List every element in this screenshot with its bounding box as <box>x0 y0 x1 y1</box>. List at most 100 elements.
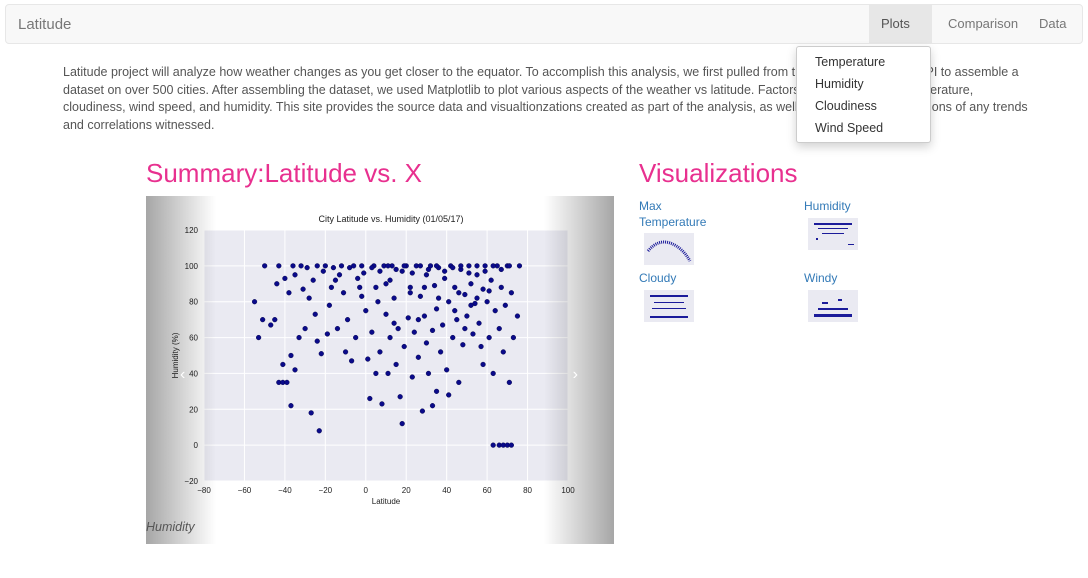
data-point <box>361 270 367 276</box>
data-point <box>316 428 322 434</box>
data-point <box>464 313 470 319</box>
carousel-prev-control[interactable] <box>146 196 216 544</box>
data-point <box>268 322 274 328</box>
data-point <box>385 370 391 377</box>
data-point <box>302 326 308 332</box>
thumbnail-cloudy[interactable] <box>644 290 694 322</box>
data-point <box>486 334 492 341</box>
data-point <box>500 349 506 355</box>
data-point <box>454 317 460 323</box>
data-point <box>421 284 428 290</box>
data-point <box>423 340 430 346</box>
data-point <box>276 263 282 269</box>
data-point <box>373 284 379 290</box>
data-point <box>425 370 432 377</box>
chevron-left-icon[interactable]: ‹ <box>180 366 186 383</box>
data-point <box>296 334 302 341</box>
carousel-next-control[interactable] <box>544 196 614 544</box>
x-tick-label: 0 <box>364 486 369 495</box>
vis-link-humidity[interactable]: Humidity <box>804 199 851 213</box>
data-point <box>391 295 397 301</box>
data-point <box>292 367 298 373</box>
data-point <box>468 302 474 308</box>
data-point <box>440 322 446 328</box>
data-point <box>476 320 482 326</box>
data-point <box>351 263 357 269</box>
data-point <box>409 374 415 380</box>
data-point <box>397 394 403 400</box>
data-point <box>377 349 383 355</box>
nav-data[interactable]: Data <box>1039 16 1067 31</box>
y-tick-label: 0 <box>194 441 199 450</box>
nav-plots-dropdown[interactable]: Plots <box>869 5 932 65</box>
data-point <box>353 334 359 341</box>
data-point <box>462 326 468 332</box>
humidity-scatter-chart: −80 −60 −40 −20 0 20 40 60 80 100 −20 0 20 40 60 80 100 1… <box>171 214 575 506</box>
data-point <box>498 266 504 273</box>
thumbnail-max-temperature[interactable] <box>644 233 694 265</box>
data-point <box>292 272 298 278</box>
data-point <box>460 342 466 348</box>
dropdown-item-humidity[interactable]: Humidity <box>815 77 864 91</box>
data-point <box>367 395 373 402</box>
data-point <box>383 281 389 287</box>
data-point <box>308 410 314 416</box>
data-point <box>334 326 341 332</box>
intro-paragraph: Latitude project will analyze how weathe… <box>63 65 1028 132</box>
data-point <box>510 334 517 341</box>
data-point <box>419 408 426 414</box>
data-point <box>377 268 383 274</box>
data-point <box>288 352 294 359</box>
data-point <box>415 317 421 323</box>
vis-link-windy[interactable]: Windy <box>804 271 838 285</box>
data-point <box>272 317 278 323</box>
data-point <box>490 442 496 448</box>
data-point <box>405 315 411 321</box>
data-point <box>274 281 280 287</box>
data-point <box>395 326 401 332</box>
data-point <box>401 343 407 350</box>
data-point <box>438 349 444 355</box>
data-point <box>393 361 399 368</box>
thumbnail-humidity[interactable] <box>808 218 858 250</box>
y-tick-label: 60 <box>189 334 198 343</box>
data-point <box>251 299 258 305</box>
data-point <box>468 281 474 287</box>
y-tick-label: 40 <box>189 369 198 378</box>
data-point <box>490 263 496 269</box>
data-point <box>342 349 349 355</box>
data-point <box>322 263 328 269</box>
data-point <box>442 275 448 282</box>
data-point <box>492 308 498 314</box>
data-point <box>355 275 361 282</box>
data-point <box>496 326 502 332</box>
data-point <box>304 265 310 271</box>
data-point <box>474 295 480 301</box>
vis-link-max-temperature[interactable]: Max Temperature <box>639 199 707 229</box>
navbar: Latitude Plots Comparison Data <box>5 4 1083 65</box>
data-point <box>456 379 462 385</box>
nav-comparison[interactable]: Comparison <box>948 16 1019 31</box>
dropdown-item-temperature[interactable]: Temperature <box>815 55 886 69</box>
data-point <box>433 306 440 312</box>
y-tick-label: 100 <box>185 262 199 271</box>
data-point <box>399 268 405 274</box>
x-tick-label: 100 <box>561 486 575 495</box>
dropdown-item-cloudiness[interactable]: Cloudiness <box>815 99 877 113</box>
navbar-brand[interactable]: Latitude <box>18 16 72 33</box>
data-point <box>373 370 379 377</box>
data-point <box>409 270 415 276</box>
data-point <box>375 299 381 305</box>
data-point <box>502 302 508 308</box>
dropdown-item-wind-speed[interactable]: Wind Speed <box>815 121 884 135</box>
data-point <box>314 338 320 344</box>
nav-plots-label: Plots <box>881 16 910 31</box>
vis-link-cloudy[interactable]: Cloudy <box>639 271 677 285</box>
data-point <box>332 277 339 283</box>
data-point <box>336 272 343 278</box>
data-point <box>300 286 306 292</box>
thumbnail-windy[interactable] <box>808 290 858 322</box>
data-point <box>320 268 326 274</box>
data-point <box>385 263 391 269</box>
chevron-right-icon[interactable]: › <box>572 366 578 383</box>
